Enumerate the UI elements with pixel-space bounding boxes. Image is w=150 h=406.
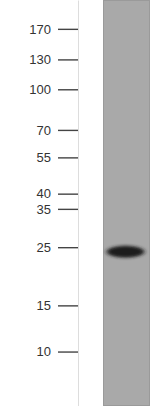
- tick-mark: [58, 59, 78, 60]
- tick-mark: [58, 351, 78, 352]
- tick-label: 35: [37, 202, 51, 217]
- tick: 55: [37, 150, 78, 165]
- tick-label: 25: [37, 240, 51, 255]
- tick-label: 40: [37, 186, 51, 201]
- tick: 170: [29, 22, 78, 37]
- tick-mark: [58, 157, 78, 158]
- marker-axis: 170 130 100 70 55 4035 25 15 10: [29, 1, 78, 406]
- bands: [107, 246, 145, 258]
- tick: 15: [37, 298, 78, 313]
- tick-mark: [58, 247, 78, 248]
- tick: 100: [29, 82, 78, 97]
- tick: 70: [37, 123, 78, 138]
- tick-label: 55: [37, 150, 51, 165]
- tick-mark: [58, 209, 78, 210]
- tick: 130: [29, 52, 78, 67]
- tick-label: 130: [29, 52, 51, 67]
- axis-line: [78, 1, 79, 406]
- tick-mark: [58, 130, 78, 131]
- tick-mark: [58, 89, 78, 90]
- tick-mark: [58, 193, 78, 194]
- tick-label: 70: [37, 123, 51, 138]
- tick: 40: [37, 186, 78, 201]
- tick-label: 170: [29, 22, 51, 37]
- tick-label: 10: [37, 344, 51, 359]
- tick-label: 15: [37, 298, 51, 313]
- tick: 10: [37, 344, 78, 359]
- lane-frame: [104, 1, 150, 406]
- tick: 25: [37, 240, 78, 255]
- band: [107, 246, 145, 258]
- blot-figure: 170 130 100 70 55 4035 25 15 10: [0, 0, 150, 406]
- tick-mark: [58, 305, 78, 306]
- tick-mark: [58, 29, 78, 30]
- tick-label: 100: [29, 82, 51, 97]
- tick: 35: [37, 202, 78, 217]
